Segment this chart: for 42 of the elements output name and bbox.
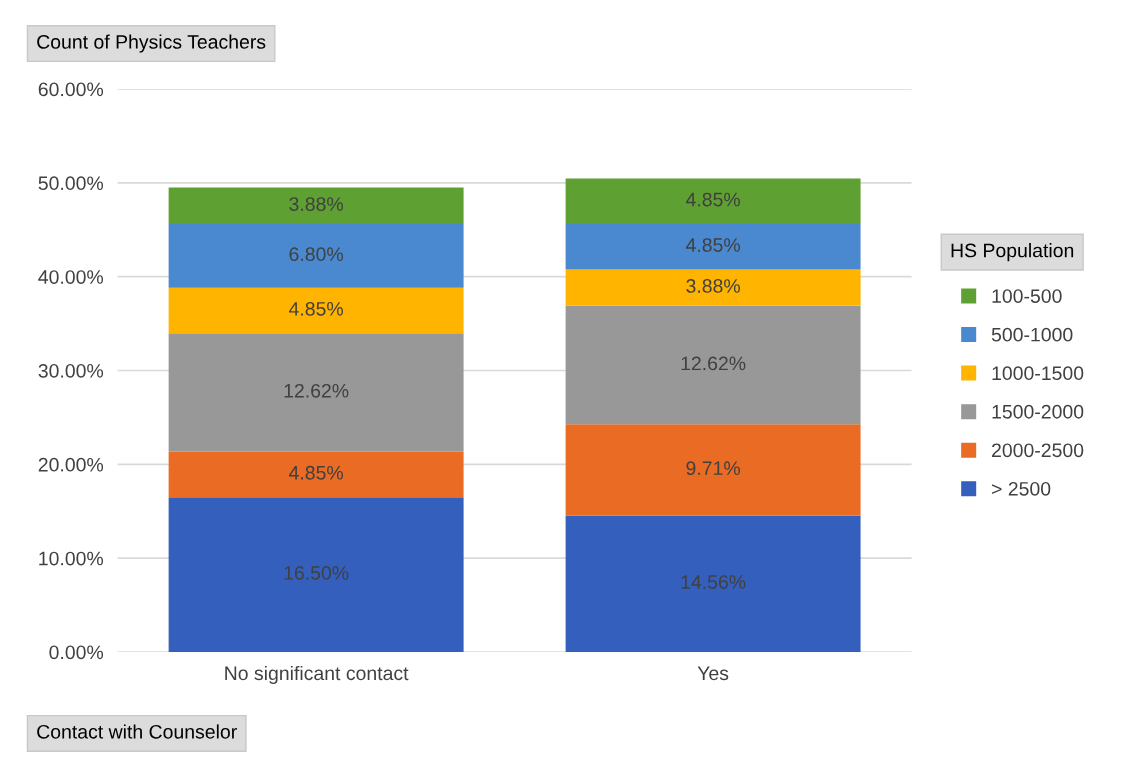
data-label: 3.88% bbox=[686, 279, 740, 293]
data-label: 12.62% bbox=[284, 383, 349, 398]
bar bbox=[168, 497, 464, 652]
y-tick-label: 20.00% bbox=[38, 457, 104, 472]
bar bbox=[565, 269, 861, 306]
legend-label: 100-500 bbox=[992, 289, 1062, 303]
y-tick-label: 10.00% bbox=[39, 551, 104, 566]
bar bbox=[565, 424, 861, 516]
bar bbox=[168, 223, 464, 288]
x-tick-label: Yes bbox=[697, 666, 729, 681]
x-tick-label: No significant contact bbox=[225, 665, 409, 685]
legend-label: > 2500 bbox=[992, 481, 1051, 496]
data-label: 6.80% bbox=[289, 247, 343, 262]
legend-label: 2000-2500 bbox=[992, 443, 1084, 458]
bar bbox=[168, 287, 464, 334]
data-label: 14.56% bbox=[681, 575, 746, 589]
data-label: 3.88% bbox=[289, 197, 343, 211]
legend-label: 1500-2000 bbox=[992, 404, 1084, 419]
y-tick-label: 60.00% bbox=[38, 82, 104, 97]
legend-label: 1000-1500 bbox=[992, 366, 1084, 381]
y-tick-label: 0.00% bbox=[49, 645, 104, 660]
legend-title: HS Population bbox=[951, 243, 1074, 262]
data-label: 4.85% bbox=[685, 238, 740, 252]
data-label: 4.85% bbox=[289, 301, 343, 316]
bar bbox=[168, 333, 464, 452]
y-tick-label: 30.00% bbox=[38, 363, 104, 378]
legend-label: 500-1000 bbox=[991, 327, 1073, 342]
y-tick-label: 40.00% bbox=[38, 270, 104, 284]
bar bbox=[565, 515, 861, 652]
data-label: 4.85% bbox=[685, 192, 740, 207]
chart-title: Count of Physics Teachers bbox=[37, 34, 266, 53]
data-label: 16.50% bbox=[284, 566, 349, 580]
bar bbox=[168, 451, 464, 498]
bar bbox=[168, 187, 464, 224]
bar bbox=[565, 178, 861, 224]
data-label: 9.71% bbox=[686, 461, 740, 476]
bar bbox=[565, 305, 861, 425]
x-axis-title: Contact with Counselor bbox=[37, 724, 237, 739]
y-tick-label: 50.00% bbox=[38, 176, 104, 191]
data-label: 4.85% bbox=[289, 465, 343, 480]
data-label: 12.62% bbox=[681, 356, 746, 371]
bar bbox=[565, 223, 861, 270]
